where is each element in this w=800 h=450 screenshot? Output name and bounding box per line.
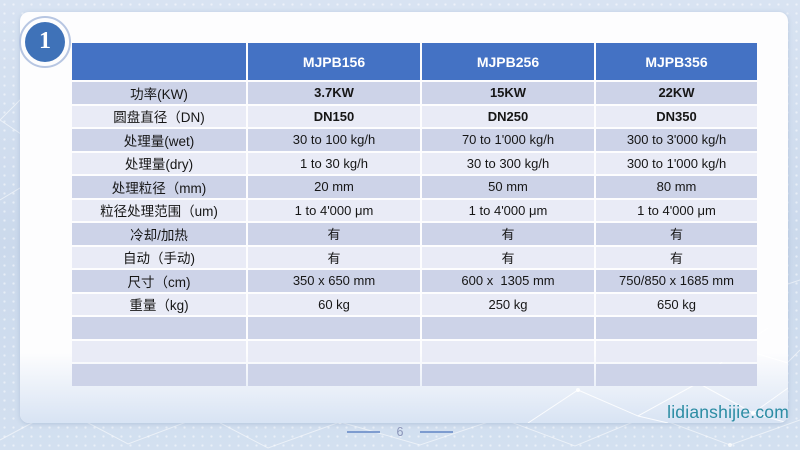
cell-mjpb156: 有 [248,223,420,245]
cell-mjpb256: 15KW [422,82,594,104]
spec-table: MJPB156 MJPB256 MJPB356 功率(KW) 3.7KW 15K… [70,41,759,388]
cell-mjpb356: 300 to 1'000 kg/h [596,152,757,174]
cell-mjpb256: DN250 [422,105,594,127]
cell-mjpb156: 1 to 4'000 μm [248,199,420,221]
footer-line-left [346,431,380,433]
row-label: 功率(KW) [72,82,246,104]
cell-mjpb356: DN350 [596,105,757,127]
table-row: 自动（手动) 有 有 有 [72,246,757,268]
table-row: 处理粒径（mm) 20 mm 50 mm 80 mm [72,176,757,198]
cell-mjpb356 [596,340,757,362]
row-label [72,317,246,339]
row-label [72,364,246,386]
row-label [72,340,246,362]
row-label: 粒径处理范围（um) [72,199,246,221]
cell-mjpb156 [248,364,420,386]
cell-mjpb356: 650 kg [596,293,757,315]
row-label: 处理量(wet) [72,129,246,151]
cell-mjpb156: 3.7KW [248,82,420,104]
table-row: 冷却/加热 有 有 有 [72,223,757,245]
cell-mjpb256: 50 mm [422,176,594,198]
cell-mjpb256 [422,317,594,339]
spec-table-body: 功率(KW) 3.7KW 15KW 22KW 圆盘直径（DN) DN150 DN… [72,82,757,386]
cell-mjpb256: 250 kg [422,293,594,315]
step-number-badge: 1 [19,16,71,68]
row-label: 冷却/加热 [72,223,246,245]
cell-mjpb156: 350 x 650 mm [248,270,420,292]
cell-mjpb156: 60 kg [248,293,420,315]
watermark-text: lidianshijie.com [667,402,789,422]
cell-mjpb356: 750/850 x 1685 mm [596,270,757,292]
footer-line-right [420,431,454,433]
row-label: 圆盘直径（DN) [72,105,246,127]
cell-mjpb156: 30 to 100 kg/h [248,129,420,151]
table-row: 尺寸（cm) 350 x 650 mm 600 x 1305 mm 750/85… [72,270,757,292]
cell-mjpb356: 22KW [596,82,757,104]
cell-mjpb256: 1 to 4'000 μm [422,199,594,221]
page-number: 6 [396,424,404,439]
cell-mjpb356: 1 to 4'000 μm [596,199,757,221]
cell-mjpb156: DN150 [248,105,420,127]
column-header-mjpb156: MJPB156 [248,43,420,80]
step-number-text: 1 [39,28,51,54]
cell-mjpb256: 600 x 1305 mm [422,270,594,292]
row-label: 自动（手动) [72,246,246,268]
cell-mjpb356: 300 to 3'000 kg/h [596,129,757,151]
cell-mjpb156: 20 mm [248,176,420,198]
content-card: MJPB156 MJPB256 MJPB356 功率(KW) 3.7KW 15K… [20,12,788,423]
cell-mjpb256: 有 [422,246,594,268]
cell-mjpb256: 30 to 300 kg/h [422,152,594,174]
step-number-circle: 1 [25,22,65,62]
column-header-mjpb356: MJPB356 [596,43,757,80]
row-label: 重量（kg) [72,293,246,315]
cell-mjpb256: 70 to 1'000 kg/h [422,129,594,151]
cell-mjpb256 [422,364,594,386]
table-row [72,364,757,386]
spec-table-container: MJPB156 MJPB256 MJPB356 功率(KW) 3.7KW 15K… [70,41,757,388]
table-row [72,317,757,339]
cell-mjpb356: 有 [596,246,757,268]
row-label: 处理量(dry) [72,152,246,174]
column-header-blank [72,43,246,80]
cell-mjpb356: 有 [596,223,757,245]
column-header-mjpb256: MJPB256 [422,43,594,80]
table-row: 处理量(dry) 1 to 30 kg/h 30 to 300 kg/h 300… [72,152,757,174]
cell-mjpb156 [248,317,420,339]
cell-mjpb256: 有 [422,223,594,245]
page-footer: 6 [0,424,800,440]
cell-mjpb256 [422,340,594,362]
table-row: 功率(KW) 3.7KW 15KW 22KW [72,82,757,104]
table-row: 重量（kg) 60 kg 250 kg 650 kg [72,293,757,315]
table-row: 圆盘直径（DN) DN150 DN250 DN350 [72,105,757,127]
cell-mjpb156 [248,340,420,362]
cell-mjpb156: 1 to 30 kg/h [248,152,420,174]
cell-mjpb356: 80 mm [596,176,757,198]
table-row: 处理量(wet) 30 to 100 kg/h 70 to 1'000 kg/h… [72,129,757,151]
table-header-row: MJPB156 MJPB256 MJPB356 [72,43,757,80]
cell-mjpb356 [596,317,757,339]
cell-mjpb356 [596,364,757,386]
table-row: 粒径处理范围（um) 1 to 4'000 μm 1 to 4'000 μm 1… [72,199,757,221]
table-row [72,340,757,362]
cell-mjpb156: 有 [248,246,420,268]
row-label: 尺寸（cm) [72,270,246,292]
row-label: 处理粒径（mm) [72,176,246,198]
